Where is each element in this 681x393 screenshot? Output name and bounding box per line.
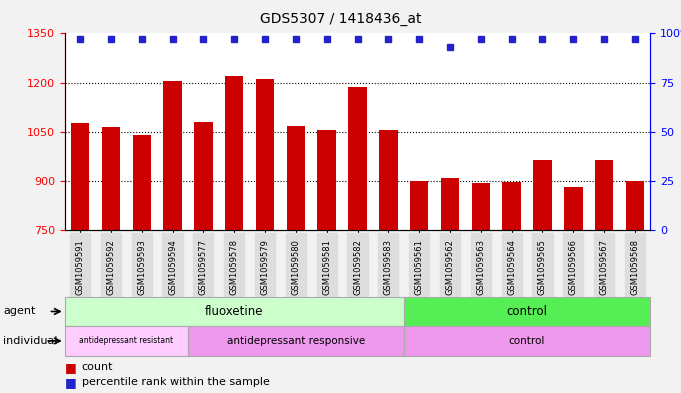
Text: individual: individual <box>3 336 58 346</box>
Bar <box>379 130 398 230</box>
Text: GDS5307 / 1418436_at: GDS5307 / 1418436_at <box>259 11 422 26</box>
Bar <box>348 87 367 230</box>
Text: ■: ■ <box>65 376 76 389</box>
Bar <box>595 160 614 230</box>
Bar <box>564 187 582 230</box>
Bar <box>194 123 212 230</box>
Bar <box>410 181 428 230</box>
Text: ■: ■ <box>65 361 76 374</box>
Bar <box>317 130 336 230</box>
Bar <box>65 326 188 356</box>
Bar <box>404 297 650 326</box>
Text: fluoxetine: fluoxetine <box>205 305 264 318</box>
Bar <box>163 81 182 230</box>
Text: percentile rank within the sample: percentile rank within the sample <box>82 377 270 387</box>
Text: control: control <box>509 336 545 346</box>
Bar <box>133 135 151 230</box>
Bar <box>71 123 89 230</box>
Bar <box>225 76 244 230</box>
Bar <box>188 326 404 356</box>
Text: antidepressant responsive: antidepressant responsive <box>227 336 365 346</box>
Bar <box>626 181 644 230</box>
Bar <box>471 183 490 230</box>
Bar <box>404 326 650 356</box>
Bar <box>441 178 459 230</box>
Bar <box>101 127 120 230</box>
Bar <box>533 160 552 230</box>
Bar <box>65 297 404 326</box>
Text: antidepressant resistant: antidepressant resistant <box>79 336 174 345</box>
Text: count: count <box>82 362 113 372</box>
Bar <box>503 182 521 230</box>
Bar <box>287 126 305 230</box>
Text: control: control <box>507 305 548 318</box>
Bar <box>256 79 274 230</box>
Text: agent: agent <box>3 307 36 316</box>
